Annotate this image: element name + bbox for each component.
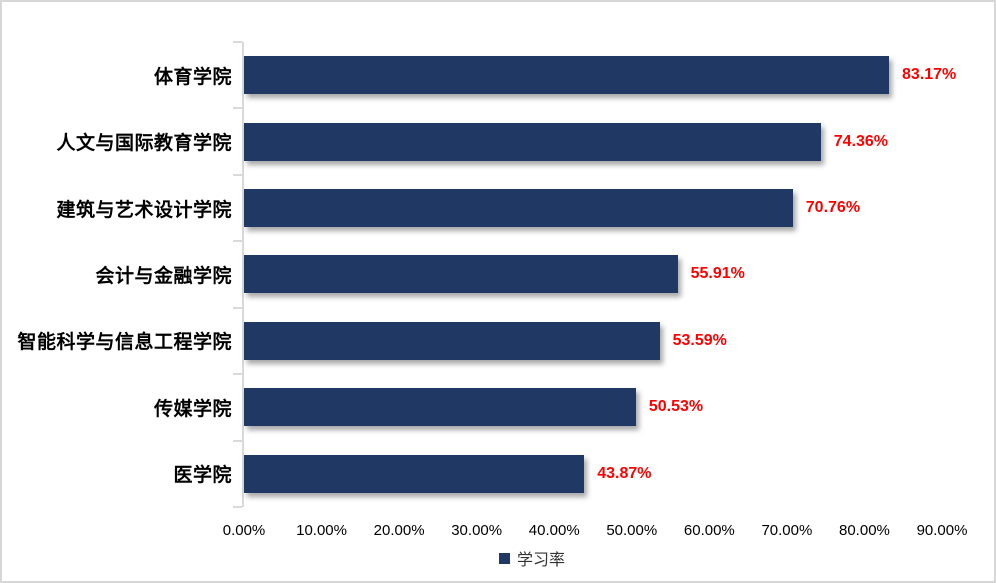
y-axis-tick xyxy=(233,373,242,376)
x-axis-tick-label: 90.00% xyxy=(916,522,968,539)
category-label: 体育学院 xyxy=(153,66,232,88)
bar-row: 建筑与艺术设计学院 70.76% xyxy=(56,175,942,241)
bar: 50.53% xyxy=(244,388,703,427)
plot-area: 体育学院 83.17% 人文与国际教育学院 74.36% 建筑与艺术设计学院 70.76%… xyxy=(17,41,956,508)
legend-label: 学习率 xyxy=(516,552,565,569)
category-label: 智能科学与信息工程学院 xyxy=(17,332,232,354)
y-axis-tick xyxy=(233,506,242,508)
value-label: 50.53% xyxy=(648,398,704,416)
value-label: 83.17% xyxy=(902,66,957,84)
x-axis-tick-label: 60.00% xyxy=(683,522,735,539)
legend: 学习率 xyxy=(36,546,996,570)
x-axis-tick-label: 40.00% xyxy=(528,522,580,539)
y-axis-tick xyxy=(233,306,242,309)
bar: 55.91% xyxy=(244,255,745,294)
bar-row: 智能科学与信息工程学院 53.59% xyxy=(17,308,942,374)
bar: 43.87% xyxy=(244,454,652,493)
bar: 74.36% xyxy=(244,122,888,161)
y-axis-tick xyxy=(233,240,242,243)
value-label: 43.87% xyxy=(597,464,652,482)
value-label: 74.36% xyxy=(833,132,888,150)
bar: 83.17% xyxy=(244,56,956,95)
x-axis-tick-label: 80.00% xyxy=(839,522,890,539)
x-axis-tick-label: 20.00% xyxy=(373,522,425,539)
legend-swatch-icon xyxy=(498,552,510,564)
bar: 53.59% xyxy=(244,321,727,360)
x-axis-tick-label: 50.00% xyxy=(606,522,658,539)
bar-row: 医学院 43.87% xyxy=(173,441,942,507)
y-axis-tick xyxy=(233,41,242,43)
bar-row: 传媒学院 50.53% xyxy=(154,374,942,440)
x-axis: 0.00% 10.00% 20.00% 30.00% 40.00% 50.00% 60.00… xyxy=(223,522,968,542)
bar-rows-container: 体育学院 83.17% 人文与国际教育学院 74.36% 建筑与艺术设计学院 70.76%… xyxy=(17,42,956,507)
value-label: 70.76% xyxy=(805,199,861,217)
category-label: 会计与金融学院 xyxy=(95,265,232,287)
category-label: 人文与国际教育学院 xyxy=(56,133,232,155)
x-axis-tick-label: 30.00% xyxy=(451,522,503,539)
bar-row: 会计与金融学院 55.91% xyxy=(95,241,942,307)
x-axis-tick-label: 10.00% xyxy=(296,522,347,539)
category-label: 传媒学院 xyxy=(153,398,232,420)
bar: 70.76% xyxy=(244,189,860,228)
y-axis-tick xyxy=(233,173,242,176)
y-axis-tick xyxy=(233,107,242,110)
value-label: 53.59% xyxy=(672,331,727,349)
y-axis-tick xyxy=(233,439,242,442)
bar-row: 体育学院 83.17% xyxy=(154,42,956,108)
value-label: 55.91% xyxy=(690,265,745,283)
category-label: 建筑与艺术设计学院 xyxy=(56,199,232,221)
category-label: 医学院 xyxy=(173,465,232,487)
x-axis-tick-label: 0.00% xyxy=(222,522,266,539)
bar-row: 人文与国际教育学院 74.36% xyxy=(56,108,942,174)
x-axis-tick-label: 70.00% xyxy=(761,522,813,539)
